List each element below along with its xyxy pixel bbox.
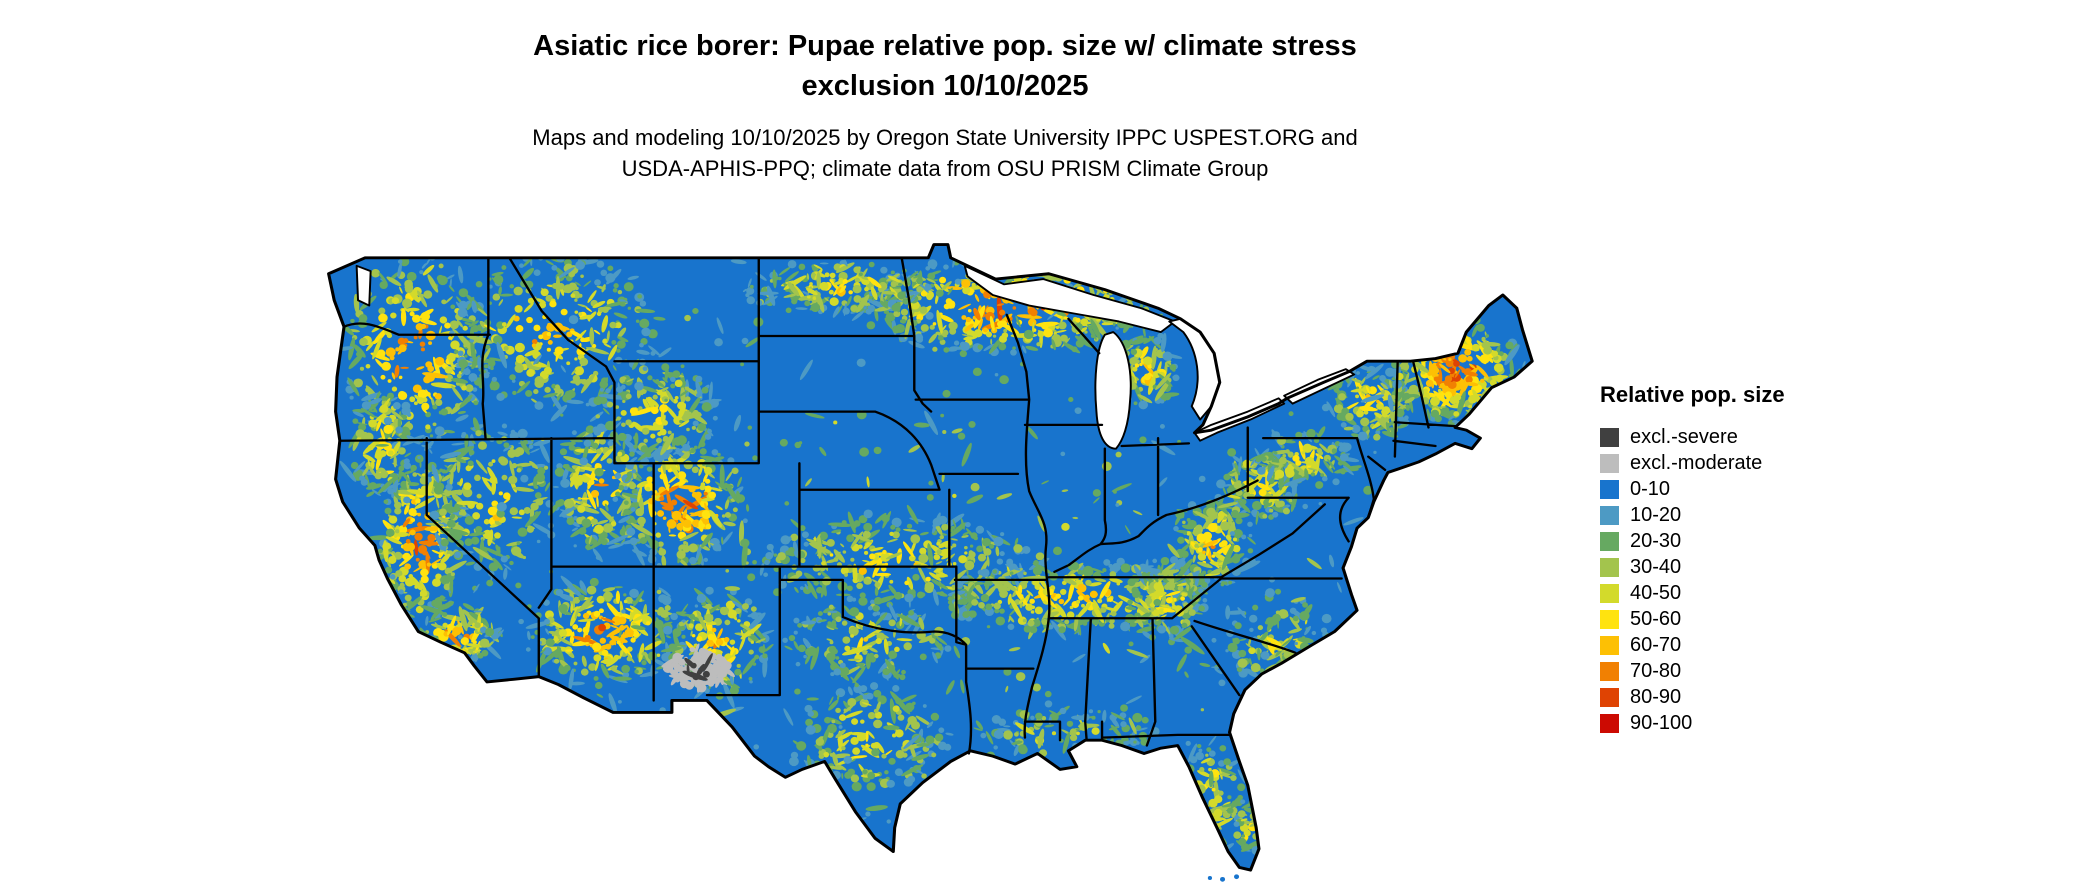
state-borders <box>338 256 1457 755</box>
legend-item: 30-40 <box>1600 554 1900 580</box>
legend-item-label: excl.-severe <box>1630 425 1738 448</box>
legend-swatch <box>1600 479 1619 499</box>
legend-item-label: 60-70 <box>1630 633 1682 656</box>
legend-swatch <box>1600 583 1619 603</box>
legend-item-label: 90-100 <box>1630 711 1693 734</box>
legend-swatch <box>1600 713 1619 733</box>
legend-item: 20-30 <box>1600 528 1900 554</box>
legend-item: 10-20 <box>1600 502 1900 528</box>
legend-item: 90-100 <box>1600 710 1900 736</box>
legend-item: excl.-severe <box>1600 424 1900 450</box>
legend-item: 50-60 <box>1600 606 1900 632</box>
subtitle-line1: Maps and modeling 10/10/2025 by Oregon S… <box>532 125 1358 150</box>
legend-item: excl.-moderate <box>1600 450 1900 476</box>
legend-swatch <box>1600 609 1619 629</box>
legend-swatch <box>1600 505 1619 525</box>
legend-swatch <box>1600 531 1619 551</box>
subtitle-line2: USDA-APHIS-PPQ; climate data from OSU PR… <box>621 156 1269 181</box>
legend-item-label: 30-40 <box>1630 555 1682 578</box>
legend-item-label: 20-30 <box>1630 529 1682 552</box>
legend-item-label: 0-10 <box>1630 477 1671 500</box>
legend-swatch <box>1600 687 1619 707</box>
us-map <box>316 234 1549 886</box>
legend-swatch <box>1600 635 1619 655</box>
legend-item-label: 40-50 <box>1630 581 1682 604</box>
legend-swatch <box>1600 557 1619 577</box>
legend-items: excl.-severe excl.-moderate 0-10 10-20 20-30… <box>1600 424 1900 736</box>
legend-item: 40-50 <box>1600 580 1900 606</box>
legend-swatch <box>1600 453 1619 473</box>
legend-item: 70-80 <box>1600 658 1900 684</box>
legend-item-label: 10-20 <box>1630 503 1682 526</box>
lake-michigan <box>1094 331 1132 450</box>
legend-item-label: 80-90 <box>1630 685 1682 708</box>
title-block: Asiatic rice borer: Pupae relative pop. … <box>0 26 1890 184</box>
us-map-svg <box>327 243 1534 882</box>
legend-item: 80-90 <box>1600 684 1900 710</box>
legend-swatch <box>1600 661 1619 681</box>
legend-item-label: 70-80 <box>1630 659 1682 682</box>
legend-item: 60-70 <box>1600 632 1900 658</box>
legend-item-label: 50-60 <box>1630 607 1682 630</box>
legend-swatch <box>1600 427 1619 447</box>
page-title-line2: exclusion 10/10/2025 <box>801 70 1089 102</box>
legend-title: Relative pop. size <box>1600 382 1785 407</box>
legend-item-label: excl.-moderate <box>1630 451 1763 474</box>
puget-sound <box>355 264 372 307</box>
legend-item: 0-10 <box>1600 476 1900 502</box>
legend: Relative pop. size excl.-severe excl.-mod… <box>1600 382 1900 736</box>
page-title-line1: Asiatic rice borer: Pupae relative pop. … <box>533 30 1357 62</box>
lake-superior <box>963 264 1176 333</box>
florida-keys <box>1207 874 1240 882</box>
